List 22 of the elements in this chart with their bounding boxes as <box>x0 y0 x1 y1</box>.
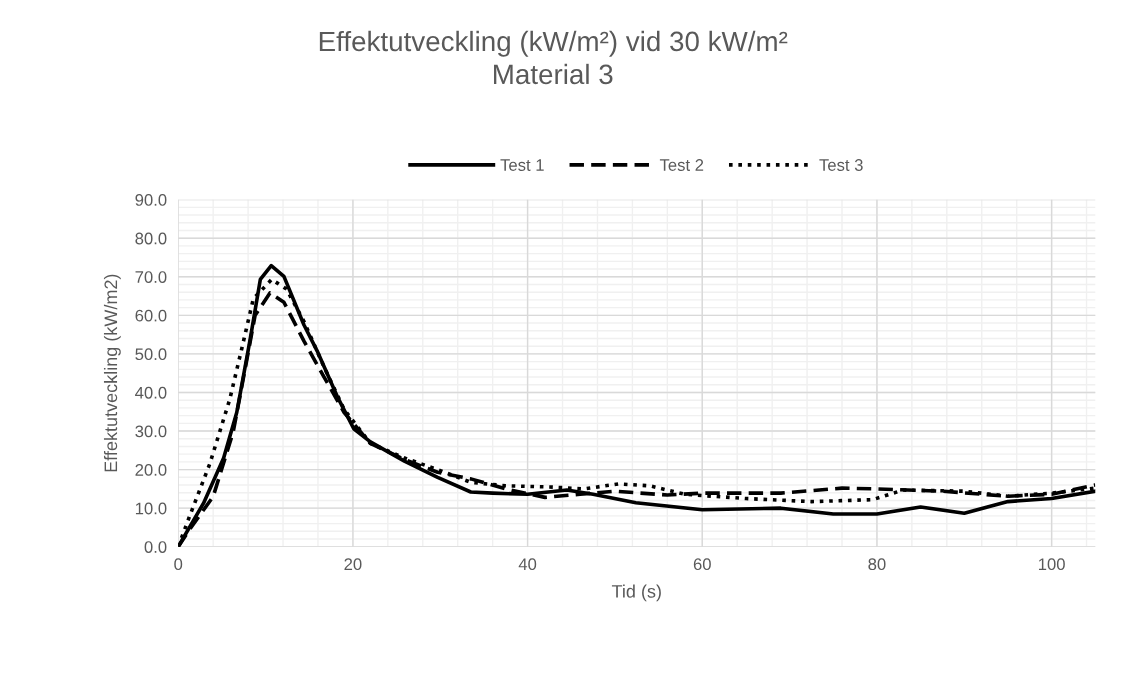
y-tick-label: 80.0 <box>135 232 167 245</box>
y-tick-label: 50.0 <box>135 348 167 361</box>
x-tick-label: 60 <box>693 558 711 571</box>
legend-label: Test 1 <box>500 159 544 171</box>
x-axis-title: Tid (s) <box>611 584 661 602</box>
x-tick-label: 0 <box>174 558 183 571</box>
chart-title: Effektutveckling (kW/m²) vid 30 kW/m² Material 3 <box>319 30 788 85</box>
y-tick-label: 30.0 <box>135 425 167 438</box>
x-tick-label: 80 <box>868 558 886 571</box>
y-tick-label: 60.0 <box>135 309 167 322</box>
y-axis-title: Effektutveckling (kW/m2) <box>103 274 121 472</box>
y-tick-label: 90.0 <box>135 194 167 206</box>
x-tick-label: 100 <box>1038 558 1065 571</box>
y-tick-label: 40.0 <box>135 386 167 399</box>
x-tick-label: 20 <box>344 558 362 571</box>
y-tick-label: 0.0 <box>144 541 167 553</box>
legend-label: Test 2 <box>659 159 704 171</box>
y-tick-label: 70.0 <box>135 271 167 283</box>
x-tick-label: 40 <box>518 558 537 571</box>
y-tick-label: 10.0 <box>135 502 167 515</box>
legend-label: Test 3 <box>819 159 863 171</box>
y-tick-label: 20.0 <box>135 464 167 476</box>
